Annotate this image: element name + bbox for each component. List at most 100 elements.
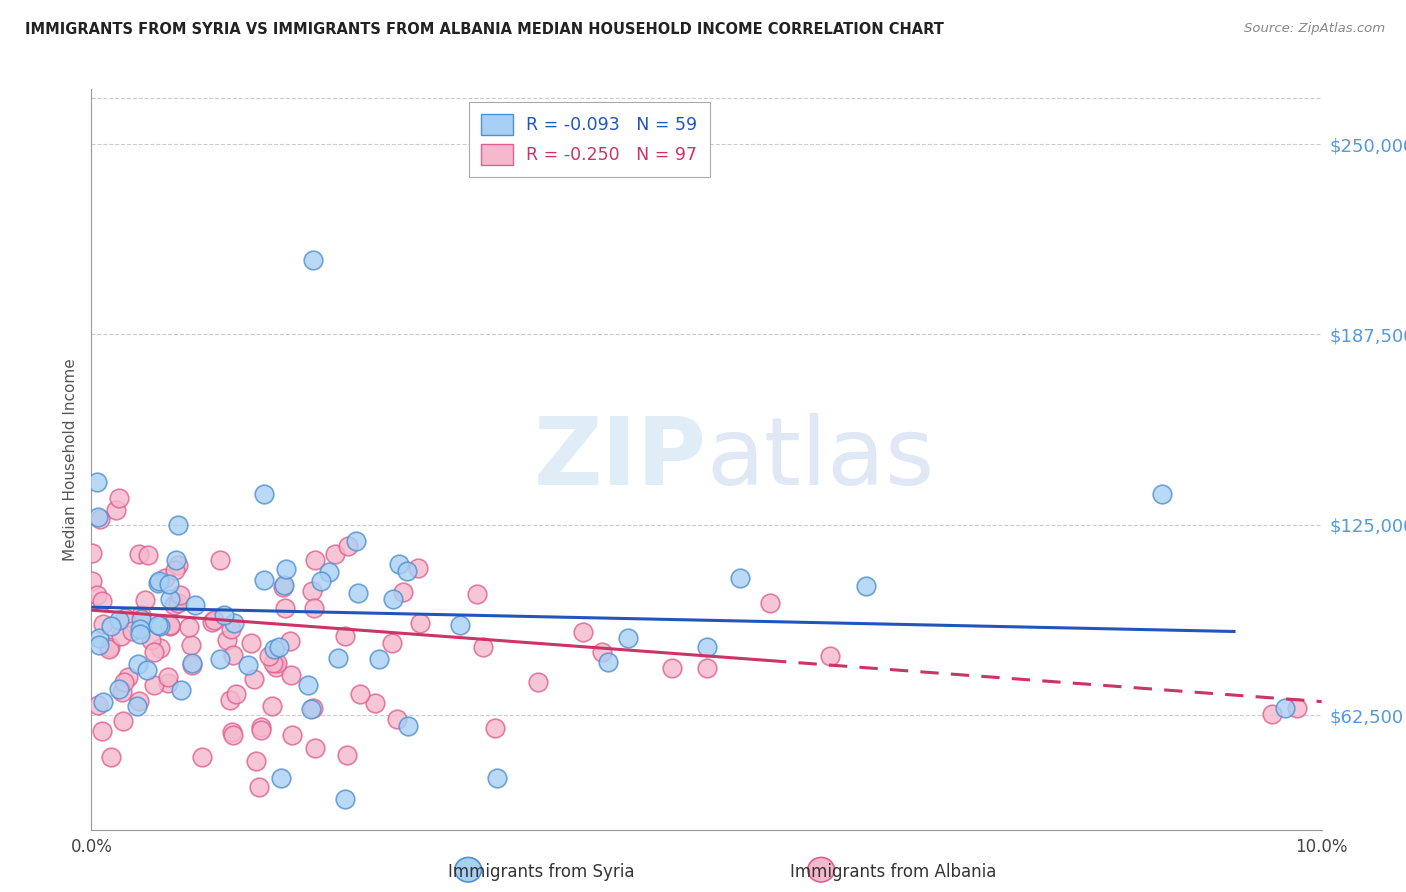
Point — [136, 663, 159, 677]
Legend: R = -0.093   N = 59, R = -0.250   N = 97: R = -0.093 N = 59, R = -0.250 N = 97 — [470, 102, 710, 177]
Point — [266, 659, 288, 673]
Point — [368, 652, 391, 666]
Point — [98, 641, 121, 656]
Point — [93, 617, 115, 632]
Point — [129, 627, 152, 641]
Point — [381, 635, 404, 649]
Point — [91, 724, 114, 739]
Point — [114, 611, 136, 625]
Point — [143, 678, 166, 692]
Point — [301, 583, 323, 598]
Point — [87, 632, 110, 646]
Point — [169, 588, 191, 602]
Point — [225, 687, 247, 701]
Point — [181, 657, 204, 671]
Point — [323, 547, 346, 561]
Point — [274, 601, 297, 615]
Point — [212, 607, 235, 622]
Point — [696, 661, 718, 675]
Point — [184, 598, 207, 612]
Point — [309, 574, 332, 588]
Point — [148, 574, 170, 588]
Point — [165, 552, 187, 566]
Point — [245, 754, 267, 768]
Point — [484, 721, 506, 735]
Point — [257, 649, 280, 664]
Point — [304, 553, 326, 567]
Point — [80, 546, 103, 560]
Text: Immigrants from Syria: Immigrants from Syria — [449, 863, 634, 881]
Point — [143, 645, 166, 659]
Point — [148, 575, 170, 590]
Point — [136, 548, 159, 562]
Point — [159, 592, 181, 607]
Point — [127, 657, 149, 672]
Point — [274, 562, 297, 576]
Point — [149, 619, 172, 633]
Text: IMMIGRANTS FROM SYRIA VS IMMIGRANTS FROM ALBANIA MEDIAN HOUSEHOLD INCOME CORRELA: IMMIGRANTS FROM SYRIA VS IMMIGRANTS FROM… — [25, 22, 945, 37]
Point — [209, 652, 232, 666]
Point — [262, 657, 284, 671]
Point — [221, 728, 243, 742]
Point — [163, 598, 186, 612]
Point — [159, 619, 181, 633]
Point — [304, 740, 326, 755]
Point — [165, 563, 187, 577]
Point — [139, 633, 162, 648]
Point — [131, 608, 153, 623]
Circle shape — [808, 857, 834, 882]
Point — [572, 624, 595, 639]
Point — [156, 670, 179, 684]
Point — [1150, 487, 1173, 501]
Point — [87, 638, 110, 652]
Point — [170, 682, 193, 697]
Point — [167, 558, 190, 573]
Y-axis label: Median Household Income: Median Household Income — [63, 358, 79, 561]
Circle shape — [456, 857, 481, 882]
Point — [110, 630, 132, 644]
Point — [247, 780, 270, 794]
Point — [219, 693, 242, 707]
Point — [128, 547, 150, 561]
Point — [253, 573, 276, 587]
Point — [302, 601, 325, 615]
Point — [153, 570, 176, 584]
Point — [239, 636, 262, 650]
Point — [167, 518, 190, 533]
Point — [385, 712, 408, 726]
Text: Source: ZipAtlas.com: Source: ZipAtlas.com — [1244, 22, 1385, 36]
Point — [344, 533, 367, 548]
Point — [263, 642, 285, 657]
Point — [180, 657, 202, 672]
Point — [121, 624, 143, 638]
Point — [301, 252, 323, 267]
Point — [486, 771, 509, 785]
Point — [108, 491, 131, 506]
Point — [201, 615, 224, 630]
Point — [129, 622, 152, 636]
Point — [112, 674, 135, 689]
Point — [146, 617, 169, 632]
Point — [149, 641, 172, 656]
Point — [238, 658, 260, 673]
Point — [297, 677, 319, 691]
Point — [855, 579, 877, 593]
Point — [86, 475, 108, 489]
Point — [381, 592, 404, 607]
Point — [333, 629, 356, 643]
Point — [180, 638, 202, 652]
Point — [221, 648, 243, 662]
Point — [336, 539, 359, 553]
Point — [86, 589, 108, 603]
Point — [465, 587, 488, 601]
Point — [221, 622, 243, 636]
Point — [87, 698, 110, 712]
Point — [818, 648, 841, 663]
Point — [336, 748, 359, 763]
Point — [129, 612, 152, 626]
Point — [472, 640, 495, 654]
Point — [111, 684, 134, 698]
Point — [89, 511, 111, 525]
Point — [270, 771, 292, 785]
Point — [128, 693, 150, 707]
